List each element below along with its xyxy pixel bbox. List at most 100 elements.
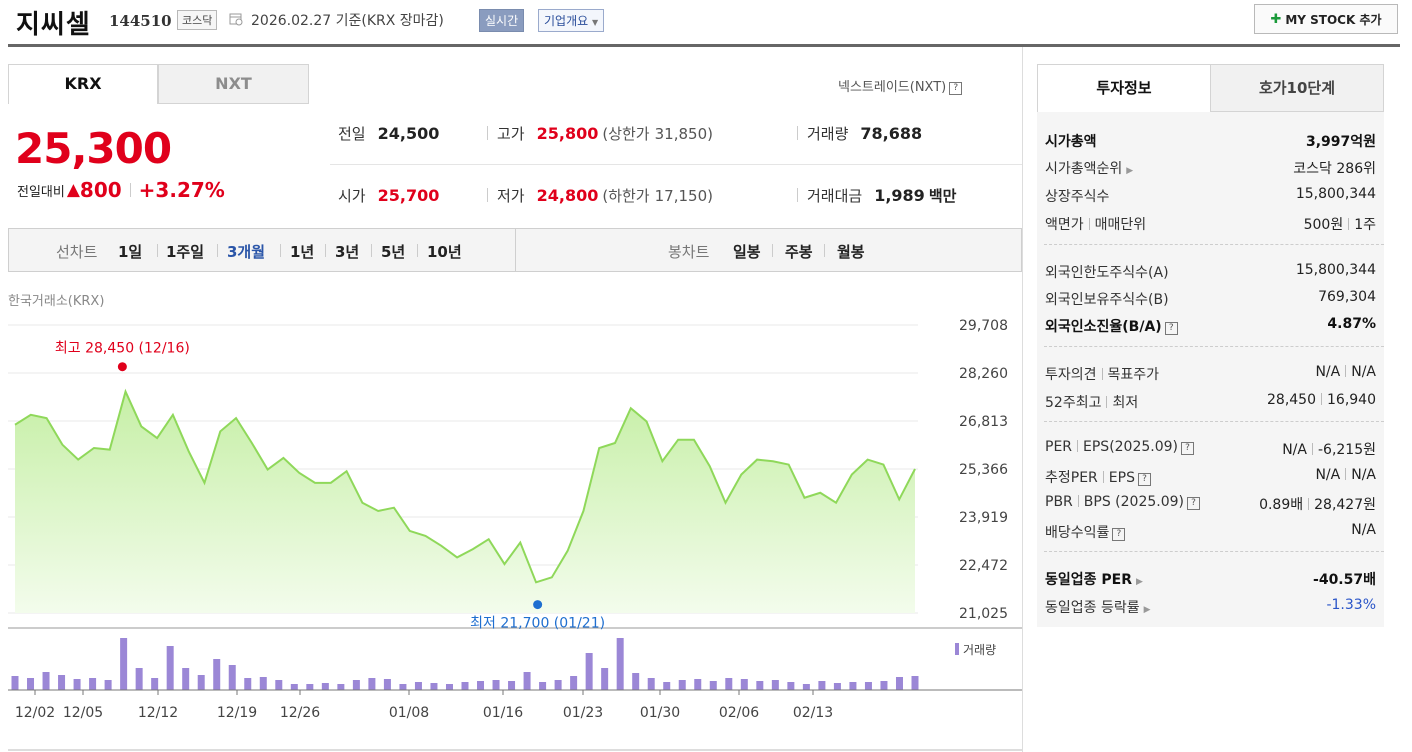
help-icon[interactable]: ? [1164,322,1178,335]
volume-bar [368,678,376,690]
info-row: 시가총액순위 ▶ 코스닥 286위 [1045,158,1376,178]
candle-1[interactable]: 일봉 [733,243,761,261]
tab-nxt[interactable]: NXT [158,64,309,104]
volume-bar [570,676,578,690]
info-row: 외국인보유주식수(B) 769,304 [1045,289,1376,309]
volume-bar [709,681,717,690]
help-icon[interactable]: ? [949,82,963,95]
my-stock-add-button[interactable]: ✚ MY STOCK 추가 [1254,4,1398,34]
period-7[interactable]: 10년 [427,243,462,261]
info-key: 동일업종 등락률 ▶ [1045,600,1151,616]
volume-bar [895,677,903,690]
volume-bar [337,684,345,690]
max-label: 최고 28,450 (12/16) [55,341,190,357]
realtime-button[interactable]: 실시간 [479,9,525,32]
nextrade-link[interactable]: 넥스트레이드(NXT)? [838,76,963,95]
change-value: 800 [79,178,122,202]
period-2[interactable]: 1주일 [166,243,205,261]
volume-bar [275,680,283,690]
info-value: N/A -6,215원 [1282,442,1376,458]
info-value: 15,800,344 [1295,262,1376,278]
volume-bar [492,680,500,690]
volume-legend: 거래량 [963,643,996,657]
info-row: 시가총액 3,997억원 [1045,131,1376,151]
x-tick-label: 12/26 [280,705,320,721]
info-value: 769,304 [1318,289,1376,305]
volume-bar [27,678,35,690]
info-value: 3,997억원 [1305,134,1376,150]
volume-bar [445,684,453,690]
volume-bar [430,683,438,690]
volume-bar [663,682,671,690]
info-value: 15,800,344 [1295,186,1376,202]
stock-name: 지씨셀 [16,10,91,40]
period-4[interactable]: 1년 [290,243,315,261]
volume-bar [213,659,221,690]
y-tick-label: 26,813 [959,414,1008,430]
info-key: 동일업종 PER ▶ [1045,572,1143,588]
volume-bar [383,679,391,690]
y-tick-label: 23,919 [959,510,1008,526]
volume-bar [306,684,314,690]
period-3[interactable]: 3개월 [227,243,266,261]
info-key: 추정PER EPS? [1045,467,1151,487]
y-tick-label: 28,260 [959,366,1008,382]
volume-bar [740,679,748,690]
market-badge: 코스닥 [177,10,218,30]
info-value: 500원 1주 [1303,217,1376,233]
volume-bar [399,684,407,690]
volume-bar [756,681,764,690]
base-date: 2026.02.27 기준(KRX 장마감) [251,13,444,29]
chevron-right-icon[interactable]: ▶ [1136,577,1143,587]
help-icon[interactable]: ? [1137,473,1151,486]
tab-order-book[interactable]: 호가10단계 [1210,64,1384,112]
y-tick-label: 29,708 [959,318,1008,334]
company-overview-dropdown[interactable]: 기업개요 ▼ [538,9,605,32]
info-key: PER EPS(2025.09)? [1045,439,1195,459]
volume-bar [694,679,702,690]
volume-bar [73,679,81,690]
tab-investment-info[interactable]: 투자정보 [1037,64,1211,112]
volume-bar [725,678,733,690]
period-1[interactable]: 1일 [118,243,143,261]
open-price: 시가 25,700 [338,186,440,205]
tab-krx[interactable]: KRX [8,64,158,104]
help-icon[interactable]: ? [1181,442,1195,455]
volume-bar [135,668,143,690]
price-area [15,391,915,613]
volume-bar [42,672,50,690]
candle-2[interactable]: 주봉 [785,243,813,261]
section-divider [1044,244,1384,245]
volume-bar [290,684,298,690]
low-price: 저가 24,800 (하한가 17,150) [497,186,713,205]
info-row: 배당수익률? N/A [1045,522,1376,542]
help-icon[interactable]: ? [1186,497,1200,510]
info-key: 상장주식수 [1045,189,1110,205]
volume-bar [321,683,329,690]
volume-bar [461,682,469,690]
price-change: 전일대비 ▲ 800 +3.27% [17,178,225,202]
chevron-right-icon[interactable]: ▶ [1143,605,1151,615]
price-line [14,388,916,584]
x-tick-label: 02/06 [719,705,759,721]
info-key: 외국인소진율(B/A)? [1045,316,1178,336]
period-5[interactable]: 3년 [335,243,360,261]
info-key: 외국인한도주식수(A) [1045,265,1169,281]
info-value: N/A N/A [1315,467,1376,483]
period-6[interactable]: 5년 [381,243,406,261]
price-chart: 29,708 28,260 26,813 25,366 23,919 22,472 21,0… [8,318,1022,751]
investment-info-panel [1037,112,1384,627]
candle-3[interactable]: 월봉 [837,243,865,261]
x-tick-label: 01/08 [389,705,429,721]
help-icon[interactable]: ? [1112,528,1126,541]
section-divider [1044,551,1384,552]
x-tick-label: 12/02 [15,705,55,721]
info-row: 추정PER EPS? N/A N/A [1045,467,1376,487]
info-row: 외국인한도주식수(A) 15,800,344 [1045,262,1376,282]
info-row: PER EPS(2025.09)? N/A -6,215원 [1045,439,1376,459]
volume-bar [616,638,624,690]
volume-bar [352,680,360,690]
chevron-right-icon[interactable]: ▶ [1126,166,1134,176]
info-key: 액면가 매매단위 [1045,217,1147,233]
chevron-down-icon: ▼ [592,18,599,27]
